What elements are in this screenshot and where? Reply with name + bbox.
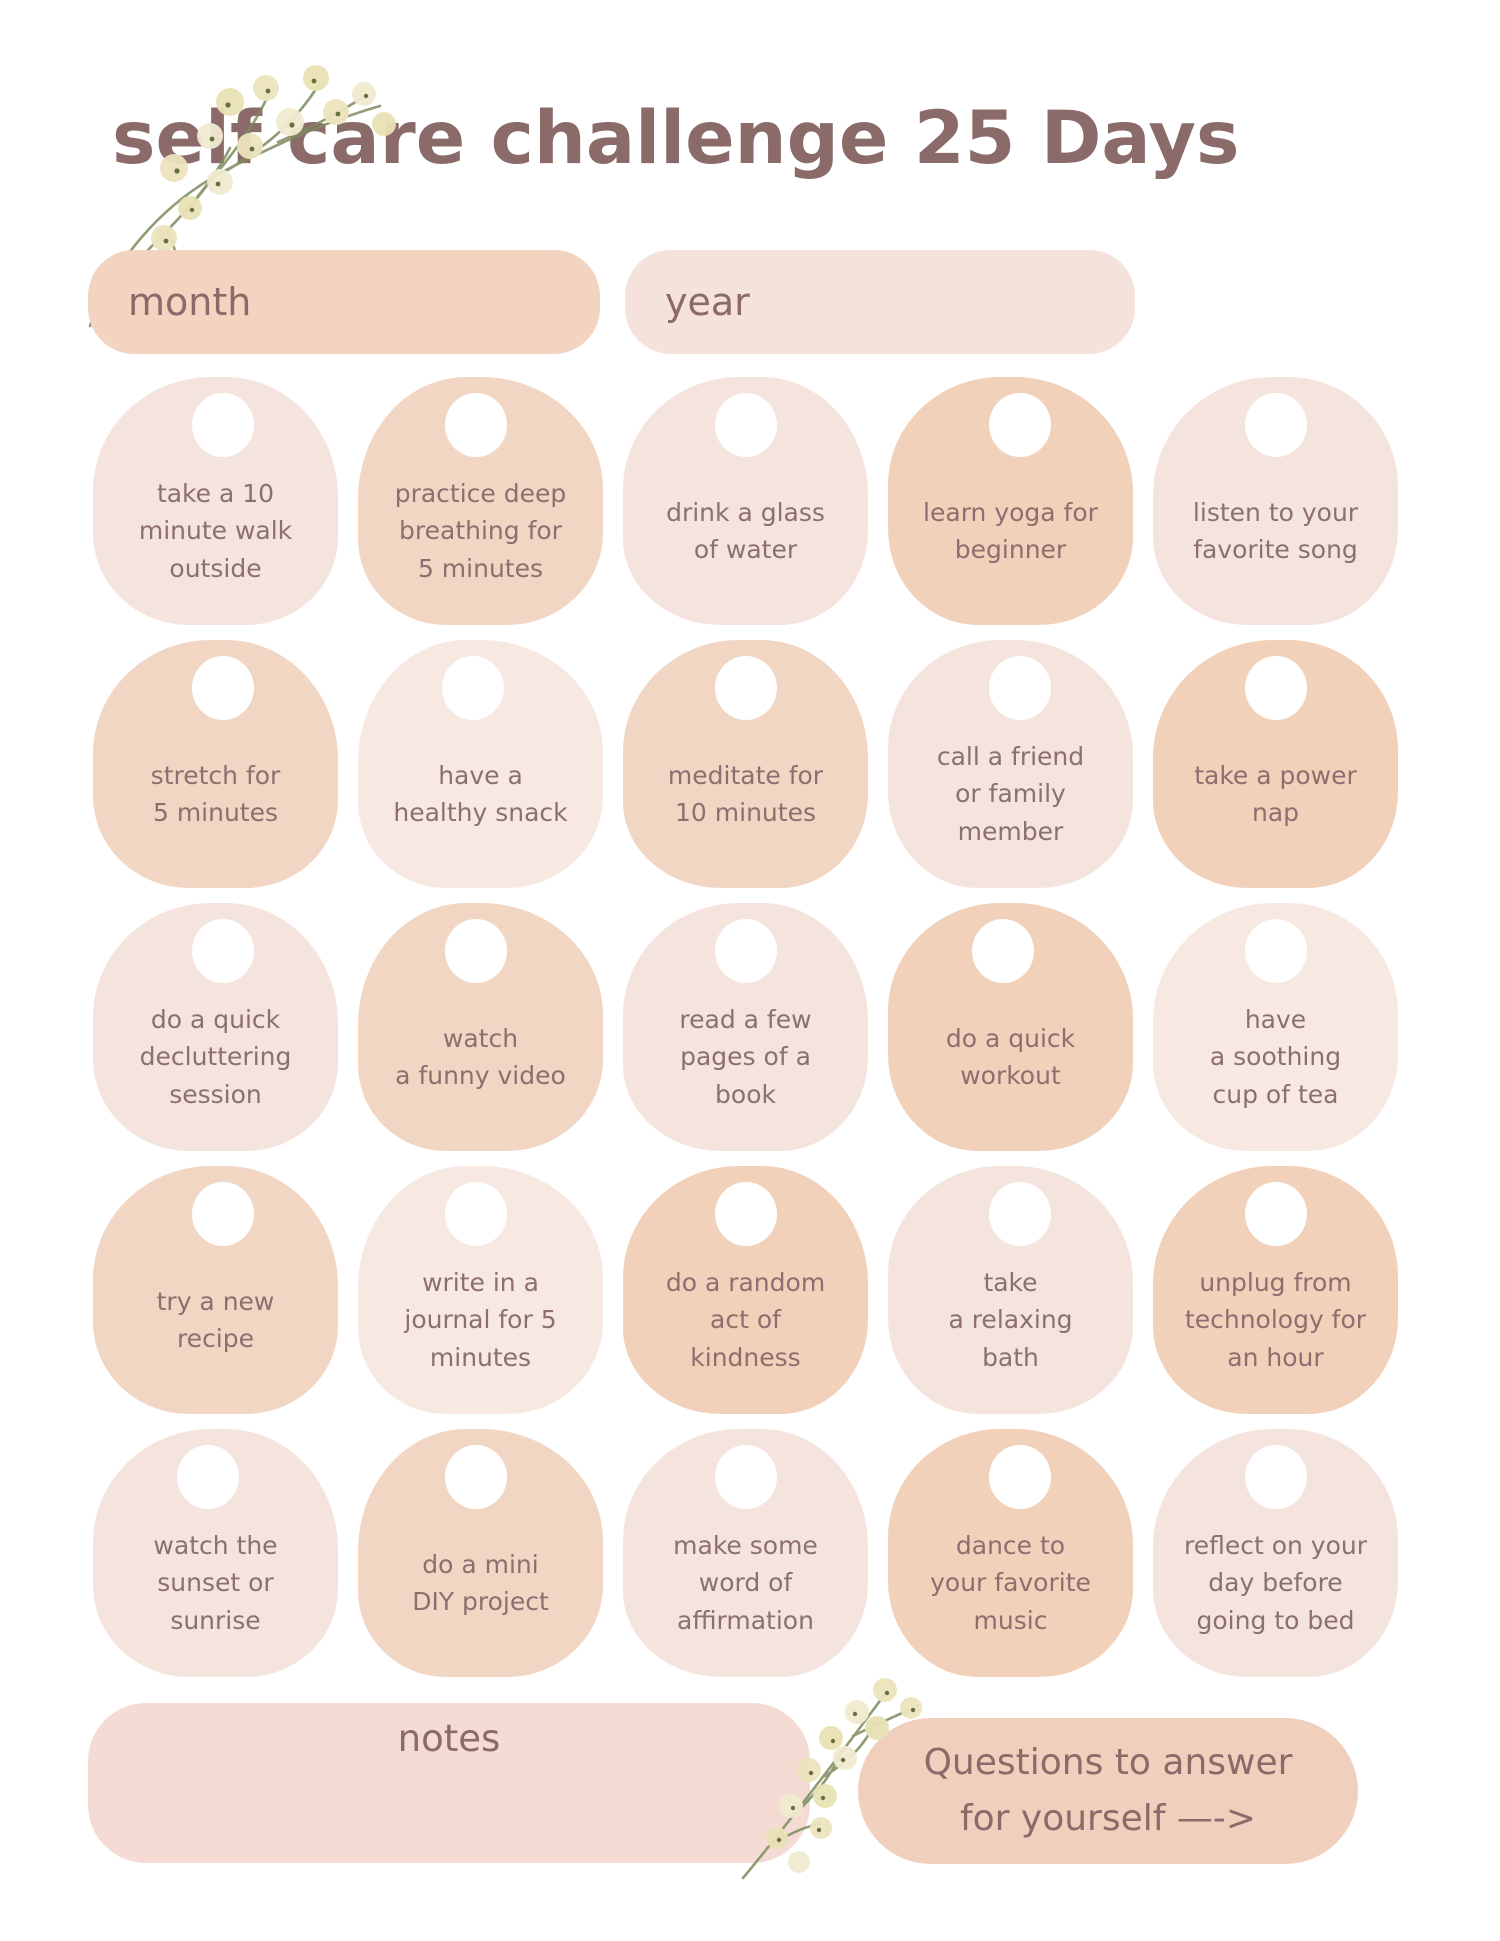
challenge-cell-label: learn yoga for beginner [923,497,1098,565]
notes-label: notes [397,1717,501,1760]
challenge-cell-label: make some word of affirmation [673,1530,818,1635]
tag-hole-icon [1244,656,1307,720]
challenge-cell-label: do a mini DIY project [412,1549,549,1617]
challenge-cell-label: try a new recipe [156,1286,275,1354]
challenge-cell-label: call a friend or family member [936,741,1085,846]
questions-line1: Questions to answer [923,1742,1293,1784]
tag-hole-icon [191,919,254,983]
challenge-cell-label: have a healthy snack [393,760,568,828]
challenge-cell-label: practice deep breathing for 5 minutes [394,478,567,583]
challenge-cell-label: do a quick workout [945,1023,1076,1091]
challenge-cell-label: have a soothing cup of tea [1209,1004,1342,1109]
challenge-cell-label: stretch for 5 minutes [150,760,281,828]
challenge-cell-label: unplug from technology for an hour [1184,1267,1367,1372]
challenge-cell[interactable]: call a friend or family member [888,640,1133,888]
tag-hole-icon [714,1445,777,1509]
year-field[interactable]: year [625,250,1135,354]
tag-hole-icon [1244,393,1307,457]
challenge-cell-label: write in a journal for 5 minutes [404,1267,557,1372]
challenge-cell[interactable]: watch the sunset or sunrise [93,1429,338,1677]
tag-hole-icon [988,1182,1051,1246]
challenge-cell[interactable]: take a 10 minute walk outside [93,377,338,625]
challenge-cell[interactable]: write in a journal for 5 minutes [358,1166,603,1414]
tag-hole-icon [444,393,507,457]
challenge-cell-label: drink a glass of water [666,497,825,565]
tag-hole-icon [191,393,254,457]
challenge-cell-label: dance to your favorite music [930,1530,1091,1635]
tag-hole-icon [714,1182,777,1246]
tag-hole-icon [971,919,1034,983]
challenge-cell-label: watch a funny video [395,1023,566,1091]
challenge-cell-label: read a few pages of a book [679,1004,812,1109]
challenge-cell-label: take a power nap [1194,760,1357,828]
challenge-cell[interactable]: read a few pages of a book [623,903,868,1151]
tag-hole-icon [988,656,1051,720]
challenge-cell-label: watch the sunset or sunrise [153,1530,278,1635]
tag-hole-icon [714,656,777,720]
tag-hole-icon [988,1445,1051,1509]
month-label: month [128,280,252,324]
challenge-cell[interactable]: listen to your favorite song [1153,377,1398,625]
questions-callout: Questions to answer for yourself —-> [858,1718,1358,1864]
challenge-grid: take a 10 minute walk outside practice de… [93,377,1398,1677]
tag-hole-icon [444,919,507,983]
tag-hole-icon [444,1182,507,1246]
challenge-cell[interactable]: dance to your favorite music [888,1429,1133,1677]
challenge-cell-label: do a quick decluttering session [139,1004,292,1109]
challenge-cell[interactable]: do a mini DIY project [358,1429,603,1677]
tag-hole-icon [714,919,777,983]
challenge-cell[interactable]: meditate for 10 minutes [623,640,868,888]
tag-hole-icon [444,1445,507,1509]
challenge-cell[interactable]: have a healthy snack [358,640,603,888]
tag-hole-icon [1244,919,1307,983]
challenge-cell-label: take a relaxing bath [948,1267,1073,1372]
tag-hole-icon [176,1445,239,1509]
challenge-cell[interactable]: practice deep breathing for 5 minutes [358,377,603,625]
page-title: self care challenge 25 Days [112,96,1240,181]
challenge-cell[interactable]: do a random act of kindness [623,1166,868,1414]
challenge-cell-label: reflect on your day before going to bed [1183,1530,1368,1635]
challenge-cell[interactable]: take a relaxing bath [888,1166,1133,1414]
challenge-cell[interactable]: drink a glass of water [623,377,868,625]
questions-line2: for yourself —-> [959,1798,1257,1839]
tag-hole-icon [191,656,254,720]
year-label: year [665,280,750,324]
tag-hole-icon [191,1182,254,1246]
challenge-cell[interactable]: make some word of affirmation [623,1429,868,1677]
challenge-cell-label: meditate for 10 minutes [667,760,824,828]
challenge-cell[interactable]: try a new recipe [93,1166,338,1414]
month-field[interactable]: month [88,250,600,354]
challenge-cell[interactable]: reflect on your day before going to bed [1153,1429,1398,1677]
challenge-cell[interactable]: learn yoga for beginner [888,377,1133,625]
tag-hole-icon [714,393,777,457]
challenge-cell[interactable]: have a soothing cup of tea [1153,903,1398,1151]
challenge-cell[interactable]: watch a funny video [358,903,603,1151]
tag-hole-icon [988,393,1051,457]
challenge-cell[interactable]: do a quick decluttering session [93,903,338,1151]
tag-hole-icon [1244,1445,1307,1509]
tag-hole-icon [441,656,504,720]
challenge-cell[interactable]: stretch for 5 minutes [93,640,338,888]
challenge-cell-label: listen to your favorite song [1192,497,1359,565]
tag-hole-icon [1244,1182,1307,1246]
challenge-cell-label: take a 10 minute walk outside [138,478,293,583]
challenge-cell[interactable]: take a power nap [1153,640,1398,888]
notes-area[interactable]: notes [88,1703,810,1863]
challenge-cell[interactable]: unplug from technology for an hour [1153,1166,1398,1414]
challenge-cell[interactable]: do a quick workout [888,903,1133,1151]
challenge-cell-label: do a random act of kindness [665,1267,826,1372]
